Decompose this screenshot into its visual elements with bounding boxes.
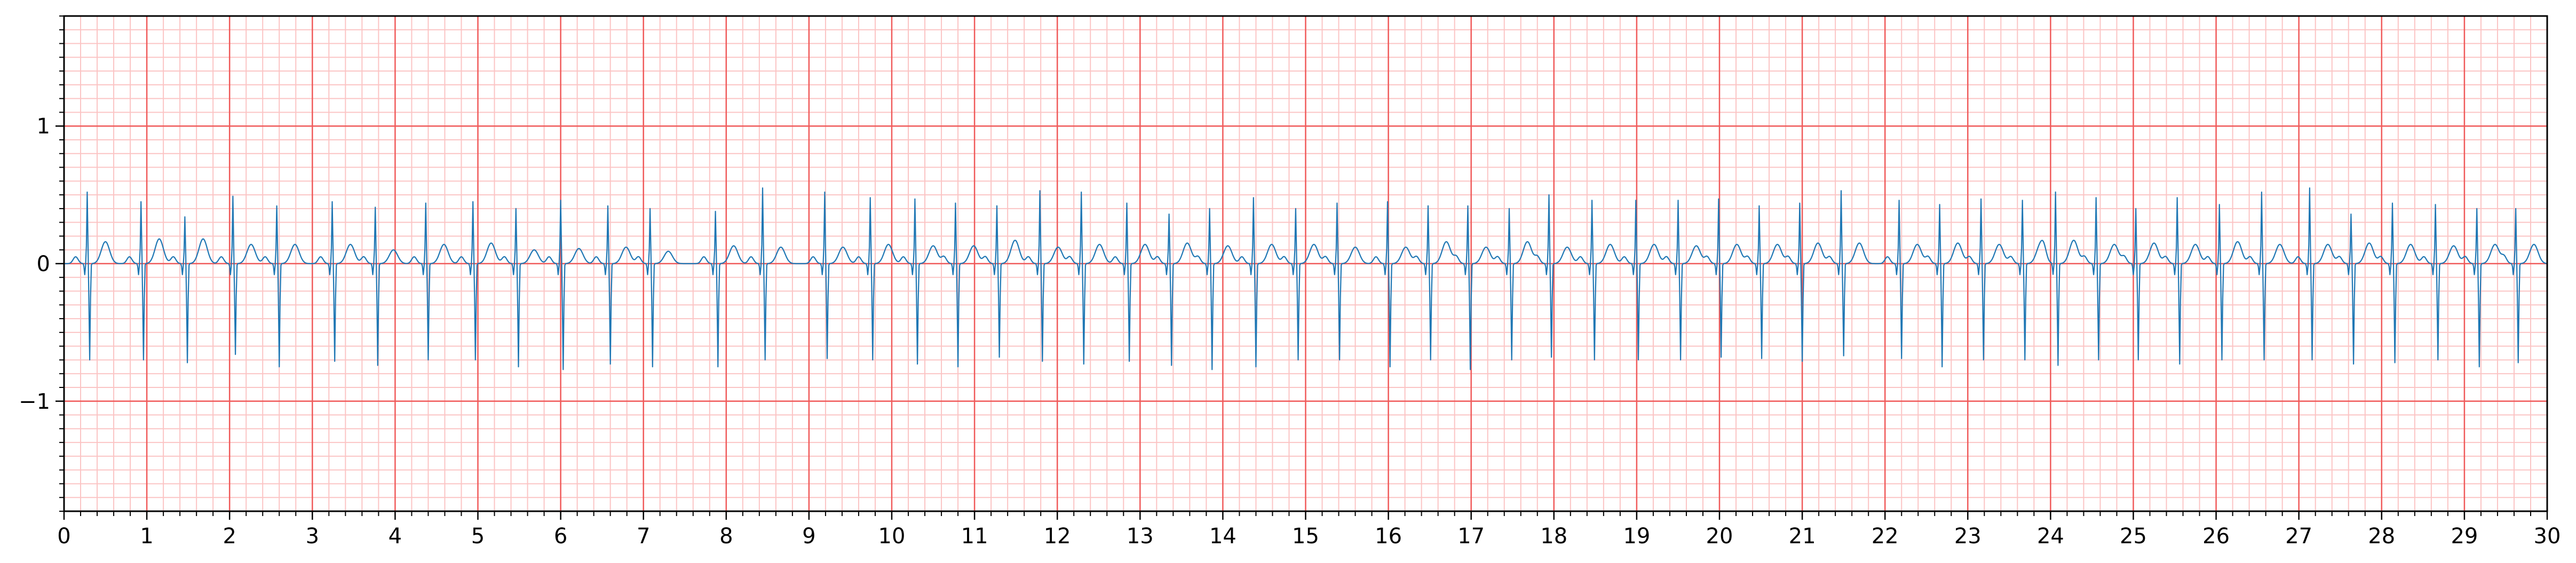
x-tick-label: 29	[2451, 524, 2478, 549]
major-grid	[63, 16, 2548, 511]
x-tick-label: 3	[306, 524, 319, 549]
ecg-series-line	[64, 187, 2548, 370]
x-axis-ticks: 0 1 2 3 4 5 6 7 8 9 10 11 12 13 14 15 16 17 18 19 20 21 22 23 24…	[57, 511, 2561, 549]
x-tick-label: 24	[2037, 524, 2064, 549]
x-tick-label: 25	[2120, 524, 2147, 549]
x-tick-label: 30	[2534, 524, 2561, 549]
y-tick-label: −1	[19, 390, 50, 414]
x-tick-label: 10	[878, 524, 906, 549]
x-tick-label: 0	[57, 524, 70, 549]
x-tick-label: 11	[961, 524, 988, 549]
x-tick-label: 23	[1954, 524, 1981, 549]
x-tick-label: 14	[1209, 524, 1237, 549]
x-tick-label: 26	[2202, 524, 2230, 549]
x-tick-label: 28	[2368, 524, 2395, 549]
x-tick-label: 12	[1044, 524, 1071, 549]
x-tick-label: 1	[140, 524, 153, 549]
x-tick-label: 9	[802, 524, 815, 549]
x-tick-label: 18	[1540, 524, 1567, 549]
series-layer	[64, 187, 2548, 370]
x-tick-label: 7	[637, 524, 650, 549]
y-axis-ticks: −1 0 1	[19, 15, 64, 512]
x-tick-label: 22	[1872, 524, 1899, 549]
y-tick-label: 1	[37, 114, 50, 139]
x-tick-label: 19	[1623, 524, 1650, 549]
x-tick-label: 2	[223, 524, 236, 549]
x-tick-label: 27	[2285, 524, 2312, 549]
x-tick-label: 8	[719, 524, 733, 549]
x-tick-label: 13	[1127, 524, 1154, 549]
x-tick-label: 5	[471, 524, 485, 549]
x-tick-label: 21	[1789, 524, 1816, 549]
x-tick-label: 20	[1706, 524, 1733, 549]
x-tick-label: 6	[554, 524, 567, 549]
x-tick-label: 4	[389, 524, 402, 549]
x-tick-label: 15	[1292, 524, 1319, 549]
y-tick-label: 0	[37, 252, 50, 276]
x-tick-label: 17	[1457, 524, 1485, 549]
x-tick-label: 16	[1375, 524, 1402, 549]
